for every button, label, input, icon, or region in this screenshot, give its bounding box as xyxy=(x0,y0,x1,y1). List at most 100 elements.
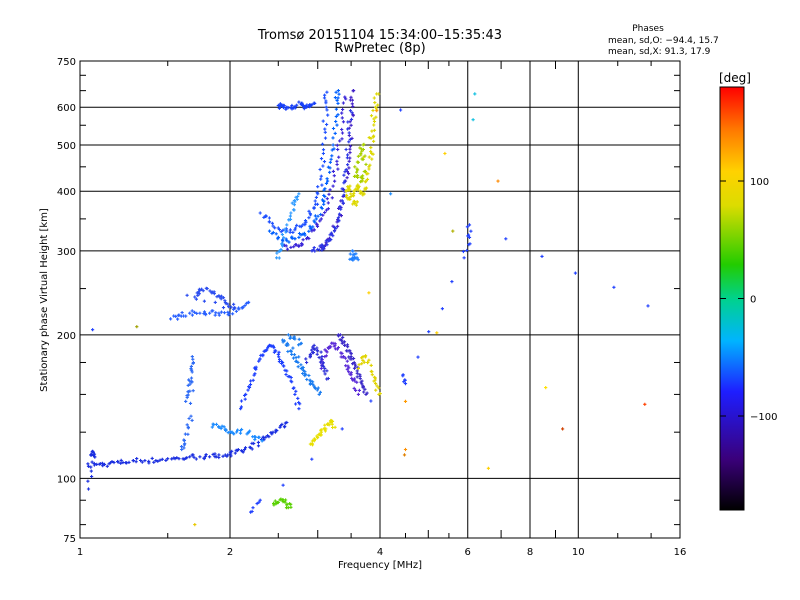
data-point xyxy=(344,168,348,172)
data-point xyxy=(363,387,367,391)
data-point xyxy=(327,192,331,196)
data-point xyxy=(316,214,320,218)
data-point xyxy=(280,422,284,426)
data-point xyxy=(256,440,260,444)
data-point xyxy=(184,399,188,403)
data-point xyxy=(273,226,277,230)
data-point xyxy=(288,214,292,218)
data-point xyxy=(376,103,380,107)
data-point xyxy=(350,249,354,253)
data-point xyxy=(286,349,290,354)
data-point xyxy=(281,340,285,344)
data-point xyxy=(292,199,296,203)
data-point xyxy=(293,228,297,232)
data-point xyxy=(252,441,256,446)
data-point xyxy=(213,452,217,456)
data-point xyxy=(322,96,327,100)
data-point xyxy=(344,189,348,193)
data-point xyxy=(328,170,332,174)
data-point xyxy=(258,211,262,215)
data-point xyxy=(296,396,300,400)
data-point xyxy=(351,112,355,117)
data-point xyxy=(364,162,368,166)
data-point xyxy=(372,379,376,383)
data-point xyxy=(198,311,202,315)
data-point xyxy=(340,341,344,345)
data-point xyxy=(373,101,377,105)
data-point xyxy=(355,170,359,174)
data-point xyxy=(127,460,131,464)
data-point xyxy=(342,193,346,197)
data-point xyxy=(312,205,316,209)
data-point xyxy=(339,214,343,218)
data-point xyxy=(321,119,325,123)
data-point xyxy=(350,111,354,115)
plot-area: 1 2 4 6 8 10 16 75 100 200 300 400 500 600 750 xyxy=(57,57,686,558)
data-point xyxy=(237,306,241,310)
data-point xyxy=(277,350,281,354)
data-point xyxy=(229,452,233,456)
data-point xyxy=(305,236,310,240)
data-point xyxy=(344,147,348,152)
data-point xyxy=(154,459,158,463)
data-point xyxy=(334,107,338,111)
data-point xyxy=(322,369,326,373)
data-point xyxy=(319,177,323,181)
data-point xyxy=(335,143,339,147)
data-point xyxy=(121,460,125,465)
data-point xyxy=(374,105,378,109)
data-point xyxy=(336,96,340,100)
plot-frame xyxy=(79,60,681,539)
data-point xyxy=(278,102,283,106)
data-point xyxy=(116,460,120,464)
data-point xyxy=(403,382,408,386)
data-point xyxy=(230,449,234,453)
data-point xyxy=(316,435,320,439)
data-point xyxy=(202,310,207,314)
data-point xyxy=(357,388,361,392)
data-point xyxy=(286,343,290,347)
data-point xyxy=(289,505,293,509)
data-point xyxy=(349,95,353,99)
data-point xyxy=(353,379,357,383)
data-point xyxy=(313,249,317,253)
data-point xyxy=(267,220,271,224)
data-point xyxy=(180,311,184,315)
data-point xyxy=(336,216,340,220)
data-point xyxy=(289,245,293,249)
data-point xyxy=(352,366,357,370)
data-point xyxy=(147,459,151,463)
data-point xyxy=(333,96,337,100)
data-point xyxy=(312,101,316,105)
data-point xyxy=(313,437,317,442)
data-point xyxy=(281,228,285,232)
data-point xyxy=(326,113,330,117)
data-point xyxy=(355,167,359,171)
data-point xyxy=(299,341,303,345)
data-point xyxy=(349,355,353,359)
data-point xyxy=(354,252,358,256)
data-point xyxy=(197,292,201,296)
data-point xyxy=(374,382,378,386)
data-point xyxy=(186,390,190,394)
data-point xyxy=(92,461,96,466)
data-point xyxy=(343,170,347,174)
data-point xyxy=(465,225,469,229)
data-point xyxy=(370,157,374,161)
data-point xyxy=(187,416,191,421)
data-point xyxy=(192,310,197,314)
data-point xyxy=(321,364,326,368)
data-point xyxy=(340,116,344,120)
data-point xyxy=(359,175,363,179)
data-point xyxy=(177,457,181,461)
data-point xyxy=(333,425,337,429)
data-point xyxy=(316,185,320,189)
data-point xyxy=(324,349,328,353)
data-point xyxy=(253,438,257,442)
data-point xyxy=(356,154,360,158)
data-point xyxy=(274,349,278,353)
data-point xyxy=(285,420,289,425)
data-point xyxy=(349,352,353,356)
x-axis: 1 2 4 6 8 10 16 xyxy=(77,61,686,558)
x-axis-label: Frequency [MHz] xyxy=(338,560,422,571)
